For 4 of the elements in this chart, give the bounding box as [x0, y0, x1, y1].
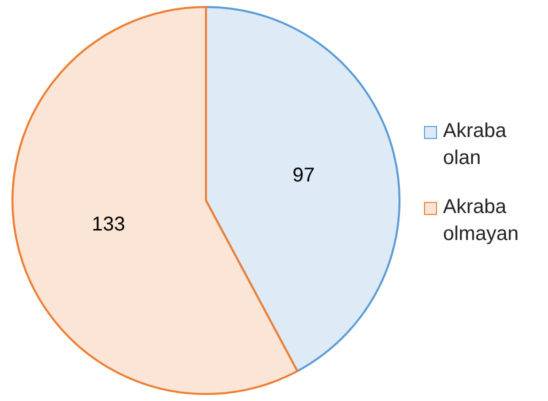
legend-label: Akraba olmayan	[443, 195, 520, 247]
data-label: 133	[92, 214, 126, 236]
data-label: 97	[292, 164, 315, 187]
legend-label: Akraba olan	[443, 119, 508, 171]
